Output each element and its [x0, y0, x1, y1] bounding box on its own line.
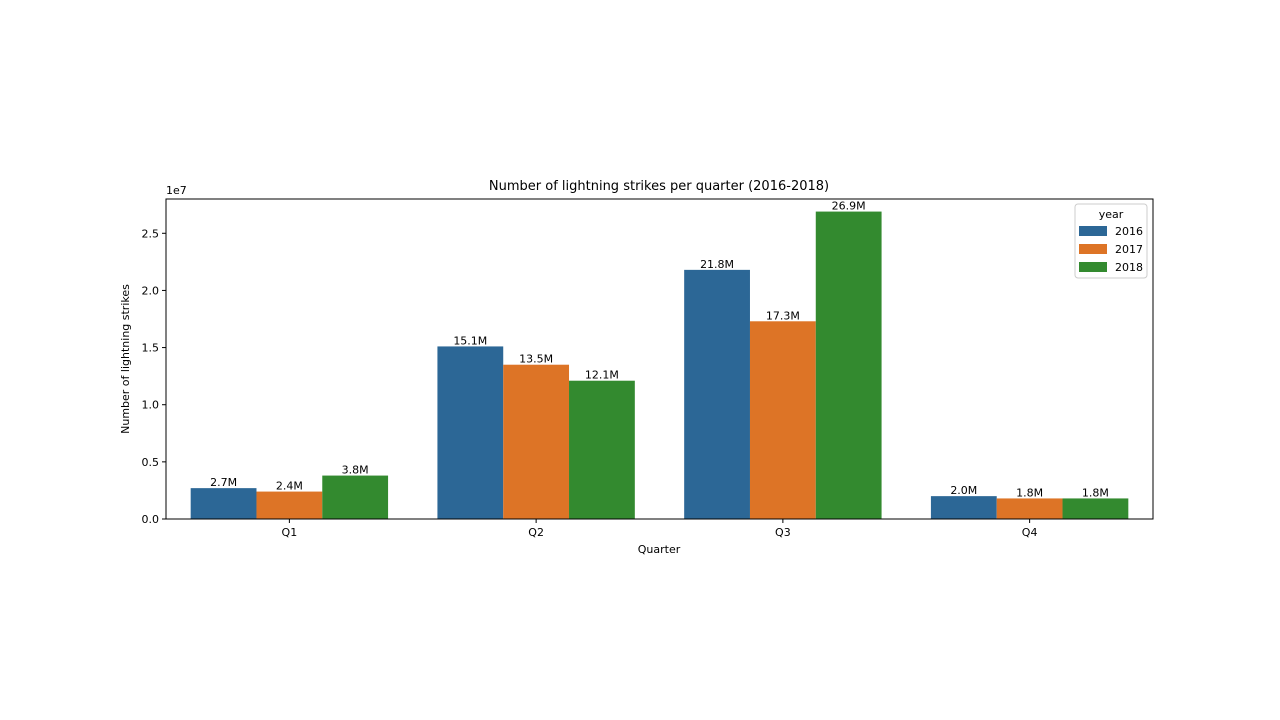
legend-label-2017: 2017: [1115, 243, 1143, 256]
x-tick-label-q1: Q1: [282, 526, 298, 539]
bar-q4-2016: [930, 496, 997, 519]
legend-swatch-2017: [1079, 244, 1107, 254]
bar-label-q3-2017: 17.3M: [766, 309, 800, 322]
y-axis-ticks: 0.0 0.5 1.0 1.5 2.0 2.5: [142, 227, 166, 526]
bar-q2-2018: [569, 380, 635, 519]
x-tick-label-q2: Q2: [528, 526, 544, 539]
bar-label-q2-2018: 12.1M: [585, 369, 619, 382]
bar-labels-group: 2.7M 2.4M 3.8M 15.1M 13.5M 12.1M 21.8M 17.3M 26.…: [210, 200, 1109, 500]
chart-title: Number of lightning strikes per quarter …: [489, 179, 829, 194]
y-tick-label: 2.5: [142, 227, 160, 240]
bar-label-q2-2016: 15.1M: [453, 334, 487, 347]
legend-box: [1074, 203, 1148, 279]
y-tick-label: 0.5: [142, 456, 160, 469]
bar-label-q1-2018: 3.8M: [342, 464, 369, 477]
bar-q1-2017: [256, 491, 323, 519]
bar-label-q4-2018: 1.8M: [1082, 486, 1109, 499]
bar-q3-2017: [749, 321, 816, 519]
bar-label-q2-2017: 13.5M: [519, 353, 553, 366]
x-axis-label: Quarter: [638, 543, 681, 556]
bar-q1-2018: [322, 475, 389, 519]
bar-label-q4-2017: 1.8M: [1016, 486, 1043, 499]
bar-label-q3-2016: 21.8M: [700, 258, 734, 271]
legend-swatch-2016: [1079, 226, 1107, 236]
bars-group: [190, 211, 1129, 519]
bar-q4-2018: [1062, 498, 1129, 519]
y-tick-label: 0.0: [142, 513, 160, 526]
bar-label-q1-2017: 2.4M: [276, 480, 303, 493]
legend-title: year: [1099, 208, 1124, 221]
bar-q4-2017: [996, 498, 1063, 519]
bar-label-q4-2016: 2.0M: [950, 484, 977, 497]
legend-label-2018: 2018: [1115, 261, 1143, 274]
bar-q2-2016: [437, 346, 504, 519]
bar-q2-2017: [503, 364, 570, 519]
y-tick-label: 2.0: [142, 284, 160, 297]
bar-q3-2018: [815, 211, 882, 519]
legend-label-2016: 2016: [1115, 225, 1143, 238]
legend: year 2016 2017 2018: [1074, 203, 1148, 279]
legend-swatch-2018: [1079, 262, 1107, 272]
x-tick-label-q4: Q4: [1022, 526, 1038, 539]
y-axis-label: Number of lightning strikes: [119, 284, 132, 434]
y-tick-label: 1.0: [142, 399, 160, 412]
bar-label-q1-2016: 2.7M: [210, 476, 237, 489]
x-tick-label-q3: Q3: [775, 526, 791, 539]
y-offset-label: 1e7: [166, 184, 187, 197]
plot-frame: [165, 198, 1154, 520]
bar-q3-2016: [684, 269, 750, 519]
x-axis-ticks: Q1 Q2 Q3 Q4: [282, 519, 1038, 539]
y-tick-label: 1.5: [142, 342, 160, 355]
bar-q1-2016: [190, 488, 257, 519]
bar-label-q3-2018: 26.9M: [832, 200, 866, 213]
